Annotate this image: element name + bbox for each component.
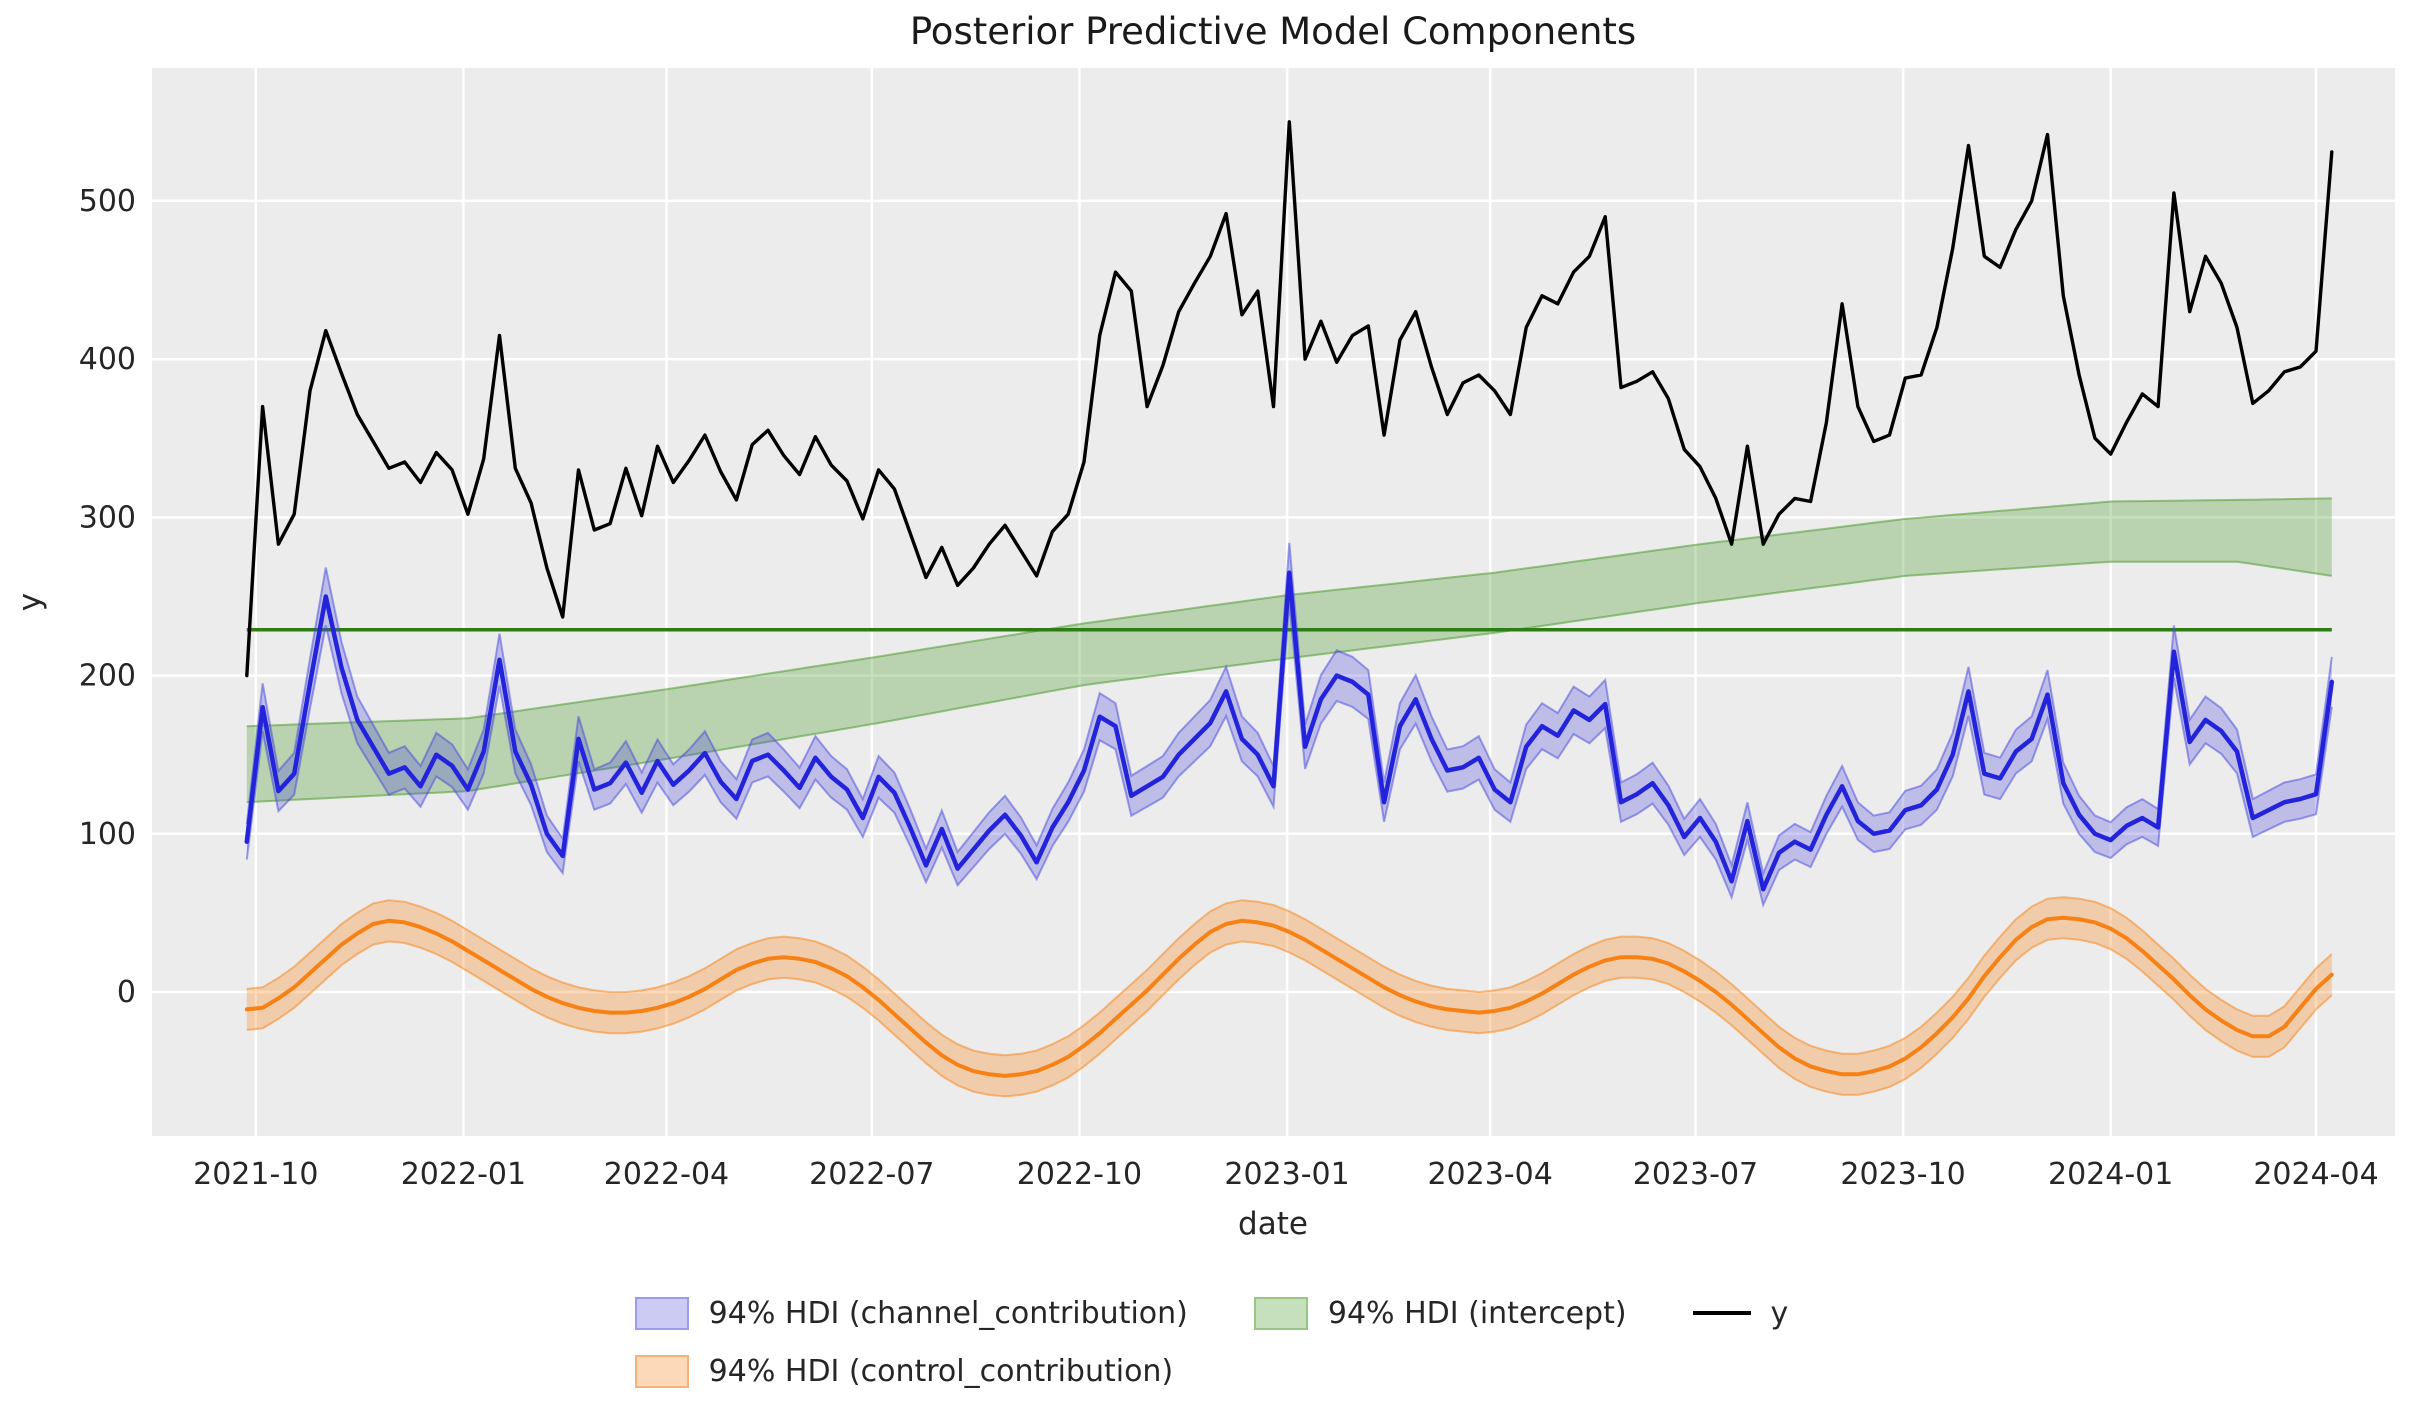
band-intercept (246, 498, 2332, 803)
x-tick-label: 2022-04 (604, 1157, 729, 1192)
line-y (245, 120, 2334, 678)
x-tick-label: 2022-07 (809, 1157, 934, 1192)
legend-item: y (1692, 1292, 1789, 1334)
y-tick-label: 200 (79, 659, 136, 694)
x-tick-label: 2024-01 (2048, 1157, 2173, 1192)
legend-label: 94% HDI (channel_contribution) (708, 1295, 1188, 1331)
y-tick-label: 500 (79, 184, 136, 219)
series-layer (244, 120, 2335, 1098)
y-tick-label: 0 (117, 975, 136, 1010)
band-edge-intercept (246, 560, 2332, 804)
x-tick-label: 2022-01 (401, 1157, 526, 1192)
legend-item: 94% HDI (control_contribution) (634, 1350, 1188, 1392)
x-tick-label: 2022-10 (1017, 1157, 1142, 1192)
legend-column: y (1692, 1292, 1789, 1334)
grid-layer (152, 68, 2395, 1136)
y-tick-label: 100 (79, 817, 136, 852)
legend-item: 94% HDI (intercept) (1253, 1292, 1627, 1334)
legend-patch-swatch (1253, 1296, 1308, 1330)
band-edge-channel_contribution (245, 542, 2333, 877)
y-tick-label: 300 (79, 500, 136, 535)
tick-layer: 2021-10 2022-01 2022-04 2022-07 2022-10 2023-… (79, 184, 2379, 1192)
legend-column: 94% HDI (intercept) (1253, 1292, 1627, 1334)
x-axis-label: date (1238, 1206, 1308, 1242)
x-tick-label: 2023-07 (1633, 1157, 1758, 1192)
band-edge-control_contribution (246, 937, 2333, 1098)
x-tick-label: 2021-10 (193, 1157, 318, 1192)
legend-item: 94% HDI (channel_contribution) (634, 1292, 1188, 1334)
x-tick-label: 2023-10 (1840, 1157, 1965, 1192)
legend: 94% HDI (channel_contribution) 94% HDI (c… (0, 1292, 2423, 1392)
x-tick-label: 2023-04 (1427, 1157, 1552, 1192)
y-axis-label: y (12, 593, 48, 611)
x-tick-label: 2024-04 (2253, 1157, 2378, 1192)
legend-label: 94% HDI (control_contribution) (708, 1353, 1174, 1389)
legend-label: y (1770, 1295, 1789, 1331)
line-channel_contribution (244, 570, 2335, 892)
plot-background (152, 68, 2395, 1136)
x-tick-label: 2023-01 (1224, 1157, 1349, 1192)
chart-title: Posterior Predictive Model Components (910, 10, 1636, 53)
line-control_contribution (244, 915, 2334, 1078)
band-edge-control_contribution (246, 896, 2333, 1057)
legend-label: 94% HDI (intercept) (1327, 1295, 1627, 1331)
legend-patch-swatch (634, 1296, 689, 1330)
legend-column: 94% HDI (channel_contribution) 94% HDI (c… (634, 1292, 1188, 1392)
legend-line-swatch (1692, 1311, 1751, 1315)
legend-patch-swatch (634, 1354, 689, 1388)
y-tick-label: 400 (79, 342, 136, 377)
